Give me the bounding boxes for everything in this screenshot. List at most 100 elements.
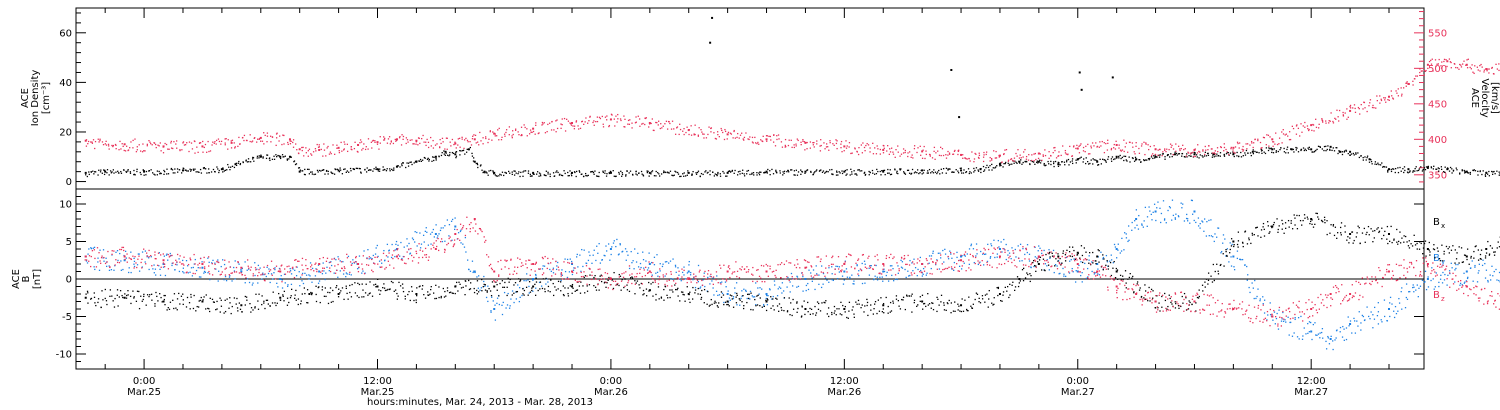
density-series-dot — [864, 174, 866, 176]
bx-series-dot — [235, 303, 237, 305]
density-series-dot — [1305, 149, 1307, 152]
bx-series-dot — [833, 305, 836, 308]
by-series-dot — [158, 265, 160, 267]
density-series-dot — [771, 168, 773, 171]
density-series-dot — [573, 171, 576, 173]
velocity-series-dot — [253, 137, 255, 140]
by-series-dot — [683, 274, 685, 276]
by-series-dot — [975, 255, 977, 257]
density-series-dot — [716, 174, 718, 177]
density-series-dot — [769, 170, 771, 172]
density-series-dot — [1096, 160, 1098, 162]
density-series-dot — [618, 173, 621, 175]
density-series-dot — [1215, 155, 1217, 157]
bx-series-dot — [1098, 250, 1100, 252]
by-series-dot — [1427, 276, 1429, 278]
bx-series-point — [726, 300, 729, 303]
density-series-dot — [570, 173, 573, 175]
density-series-dot — [1355, 152, 1357, 154]
velocity-series-dot — [854, 148, 856, 150]
velocity-series-dot — [204, 143, 207, 146]
bx-series-dot — [1127, 278, 1129, 280]
density-series-dot — [663, 170, 665, 172]
velocity-series-point — [395, 138, 398, 141]
by-series-dot — [130, 251, 132, 253]
by-series-dot — [1019, 243, 1022, 245]
bx-series-dot — [716, 305, 719, 307]
density-series-dot — [1015, 161, 1017, 163]
density-series-dot — [256, 155, 259, 157]
by-series-dot — [1377, 311, 1380, 313]
by-series-dot — [561, 269, 563, 271]
density-series-dot — [467, 148, 470, 150]
density-series-dot — [923, 169, 925, 171]
bx-series-dot — [1122, 278, 1124, 281]
by-series-dot — [178, 258, 180, 260]
velocity-series-dot — [920, 154, 922, 156]
density-series-dot — [1149, 157, 1151, 160]
by-series-dot — [755, 282, 757, 284]
bx-series-dot — [101, 290, 103, 292]
density-series-dot — [1395, 167, 1397, 170]
velocity-series-dot — [138, 144, 140, 146]
bx-series-dot — [547, 290, 549, 292]
density-series-dot — [1171, 155, 1173, 158]
velocity-series-dot — [85, 145, 88, 147]
by-series-dot — [1360, 329, 1362, 331]
bx-series-dot — [922, 308, 924, 310]
density-series-dot — [304, 168, 306, 171]
velocity-series-dot — [555, 120, 557, 122]
velocity-series-dot — [553, 129, 555, 131]
bx-series-dot — [1088, 252, 1091, 254]
bx-series-dot — [180, 295, 183, 297]
density-series-dot — [513, 170, 515, 172]
velocity-series-dot — [948, 153, 951, 155]
velocity-series-dot — [876, 145, 878, 147]
by-series-dot — [1063, 275, 1065, 277]
by-series-dot — [197, 267, 199, 269]
bx-series-dot — [660, 297, 663, 299]
velocity-series-dot — [887, 145, 889, 147]
bx-series-dot — [178, 292, 180, 295]
density-series-dot — [717, 171, 719, 174]
velocity-series-dot — [343, 148, 345, 150]
velocity-series-dot — [508, 134, 510, 136]
velocity-series-dot — [701, 131, 703, 133]
velocity-series-dot — [1466, 59, 1468, 61]
velocity-series-dot — [172, 147, 174, 150]
density-series-dot — [333, 173, 336, 175]
bx-series-dot — [442, 287, 444, 290]
bx-series-dot — [677, 287, 679, 290]
by-series-dot — [863, 260, 866, 262]
bx-series-dot — [911, 311, 913, 313]
velocity-series-dot — [243, 139, 245, 142]
by-series-dot — [1220, 252, 1222, 254]
by-series-dot — [376, 244, 378, 247]
by-series-dot — [451, 239, 453, 241]
bx-series-dot — [379, 293, 381, 295]
density-series-dot — [109, 170, 112, 172]
bx-series-dot — [981, 298, 984, 300]
density-series-dot — [1111, 156, 1114, 158]
velocity-series-dot — [487, 141, 489, 144]
velocity-series-dot — [784, 144, 786, 147]
bx-series-dot — [952, 310, 955, 312]
bx-series-dot — [950, 302, 952, 304]
by-series-dot — [1141, 223, 1143, 225]
velocity-series-dot — [290, 140, 292, 142]
by-series-dot — [246, 269, 248, 271]
bx-series-dot — [679, 300, 681, 302]
density-series-dot — [1365, 159, 1367, 161]
density-series-dot — [1164, 158, 1166, 160]
bx-series-dot — [102, 299, 104, 301]
by-series-dot — [618, 253, 620, 255]
density-series-dot — [1118, 155, 1120, 158]
density-series-dot — [1308, 148, 1310, 151]
bx-series-dot — [94, 302, 96, 304]
by-series-dot — [1490, 279, 1492, 281]
density-series-dot — [104, 169, 106, 171]
velocity-series-dot — [425, 144, 427, 147]
density-series-dot — [876, 168, 878, 171]
bx-series-dot — [411, 290, 413, 292]
velocity-series-dot — [741, 132, 743, 134]
